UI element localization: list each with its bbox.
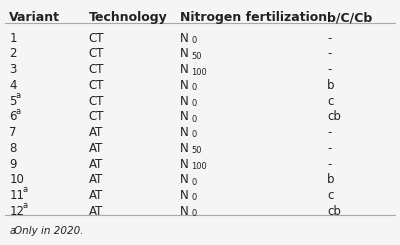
- Text: 7: 7: [9, 126, 17, 139]
- Text: AT: AT: [89, 189, 103, 202]
- Text: 6: 6: [9, 110, 17, 123]
- Text: Nitrogen fertilization: Nitrogen fertilization: [180, 11, 327, 24]
- Text: 11: 11: [9, 189, 24, 202]
- Text: N: N: [180, 110, 189, 123]
- Text: -: -: [327, 126, 332, 139]
- Text: CT: CT: [89, 48, 104, 61]
- Text: cb: cb: [327, 110, 341, 123]
- Text: AT: AT: [89, 126, 103, 139]
- Text: N: N: [180, 32, 189, 45]
- Text: a: a: [16, 107, 21, 116]
- Text: a: a: [22, 185, 27, 195]
- Text: N: N: [180, 48, 189, 61]
- Text: -: -: [327, 63, 332, 76]
- Text: N: N: [180, 63, 189, 76]
- Text: N: N: [180, 79, 189, 92]
- Text: -: -: [327, 158, 332, 171]
- Text: 12: 12: [9, 205, 24, 218]
- Text: cb: cb: [327, 205, 341, 218]
- Text: 100: 100: [191, 162, 207, 171]
- Text: CT: CT: [89, 95, 104, 108]
- Text: N: N: [180, 126, 189, 139]
- Text: -: -: [327, 32, 332, 45]
- Text: -: -: [327, 142, 332, 155]
- Text: Variant: Variant: [9, 11, 60, 24]
- Text: CT: CT: [89, 79, 104, 92]
- Text: 2: 2: [9, 48, 17, 61]
- Text: a: a: [16, 91, 21, 100]
- Text: AT: AT: [89, 158, 103, 171]
- Text: 0: 0: [191, 178, 196, 187]
- Text: 5: 5: [9, 95, 17, 108]
- Text: 50: 50: [191, 146, 202, 155]
- Text: a: a: [9, 226, 15, 236]
- Text: CT: CT: [89, 63, 104, 76]
- Text: 8: 8: [9, 142, 17, 155]
- Text: 0: 0: [191, 194, 196, 202]
- Text: 0: 0: [191, 209, 196, 218]
- Text: AT: AT: [89, 142, 103, 155]
- Text: 9: 9: [9, 158, 17, 171]
- Text: c: c: [327, 189, 334, 202]
- Text: AT: AT: [89, 173, 103, 186]
- Text: 1: 1: [9, 32, 17, 45]
- Text: N: N: [180, 158, 189, 171]
- Text: b: b: [327, 79, 335, 92]
- Text: N: N: [180, 173, 189, 186]
- Text: Technology: Technology: [89, 11, 168, 24]
- Text: b/C/Cb: b/C/Cb: [327, 11, 372, 24]
- Text: c: c: [327, 95, 334, 108]
- Text: 0: 0: [191, 83, 196, 92]
- Text: 4: 4: [9, 79, 17, 92]
- Text: CT: CT: [89, 32, 104, 45]
- Text: N: N: [180, 205, 189, 218]
- Text: 50: 50: [191, 52, 202, 61]
- Text: N: N: [180, 95, 189, 108]
- Text: 100: 100: [191, 68, 207, 76]
- Text: N: N: [180, 189, 189, 202]
- Text: 0: 0: [191, 99, 196, 108]
- Text: Only in 2020.: Only in 2020.: [14, 226, 84, 236]
- Text: 0: 0: [191, 115, 196, 124]
- Text: 3: 3: [9, 63, 17, 76]
- Text: CT: CT: [89, 110, 104, 123]
- Text: 10: 10: [9, 173, 24, 186]
- Text: -: -: [327, 48, 332, 61]
- Text: a: a: [22, 201, 27, 210]
- Text: 0: 0: [191, 36, 196, 45]
- Text: 0: 0: [191, 131, 196, 139]
- Text: AT: AT: [89, 205, 103, 218]
- Text: N: N: [180, 142, 189, 155]
- Text: b: b: [327, 173, 335, 186]
